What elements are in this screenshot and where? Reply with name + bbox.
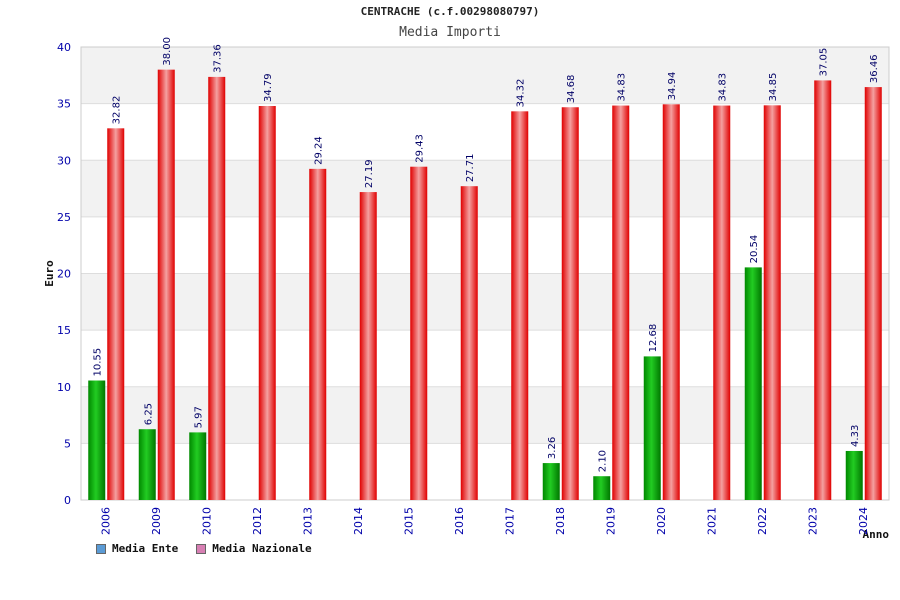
legend-swatch-ente bbox=[96, 543, 106, 554]
bar-media-nazionale bbox=[763, 105, 781, 500]
x-tick-label: 2022 bbox=[756, 507, 769, 535]
data-label: 12.68 bbox=[648, 324, 659, 353]
bar-media-nazionale bbox=[814, 80, 832, 500]
bar-media-nazionale bbox=[359, 192, 377, 501]
bar-media-ente bbox=[138, 429, 156, 500]
x-tick-label: 2015 bbox=[402, 507, 415, 535]
data-label: 36.46 bbox=[869, 54, 880, 83]
y-tick-label: 40 bbox=[57, 41, 71, 54]
y-axis-label: Euro bbox=[43, 260, 56, 287]
bar-media-nazionale bbox=[157, 69, 175, 501]
data-label: 34.79 bbox=[263, 73, 274, 102]
data-label: 37.05 bbox=[819, 48, 830, 77]
data-label: 34.32 bbox=[516, 79, 527, 108]
bar-media-nazionale bbox=[107, 128, 125, 500]
x-tick-label: 2023 bbox=[806, 507, 819, 535]
legend-item-ente: Media Ente bbox=[96, 542, 178, 555]
bar-media-nazionale bbox=[612, 105, 630, 501]
bar-media-nazionale bbox=[713, 105, 731, 501]
x-tick-label: 2006 bbox=[99, 507, 112, 535]
data-label: 29.43 bbox=[415, 134, 426, 163]
bar-media-ente bbox=[643, 356, 661, 500]
data-label: 20.54 bbox=[749, 235, 760, 264]
bar-media-nazionale bbox=[460, 186, 478, 500]
y-tick-label: 20 bbox=[57, 268, 71, 281]
bar-media-ente bbox=[744, 267, 762, 500]
bar-media-ente bbox=[845, 450, 863, 500]
bar-media-ente bbox=[88, 380, 106, 500]
data-label: 27.19 bbox=[364, 159, 375, 188]
data-label: 32.82 bbox=[112, 96, 123, 125]
y-tick-label: 25 bbox=[57, 211, 71, 224]
data-label: 5.97 bbox=[194, 406, 205, 428]
x-tick-label: 2024 bbox=[857, 507, 870, 535]
legend-label-ente: Media Ente bbox=[112, 542, 179, 555]
x-tick-label: 2014 bbox=[352, 507, 365, 535]
data-label: 6.25 bbox=[143, 403, 154, 425]
plot-area bbox=[80, 46, 890, 501]
data-label: 29.24 bbox=[314, 136, 325, 165]
x-tick-label: 2019 bbox=[604, 507, 617, 535]
chart-title: CENTRACHE (c.f.00298080797) bbox=[360, 5, 540, 18]
data-label: 34.94 bbox=[667, 72, 678, 101]
data-label: 34.68 bbox=[566, 75, 577, 104]
x-tick-label: 2009 bbox=[150, 507, 163, 535]
bar-media-ente bbox=[593, 476, 611, 500]
y-tick-label: 5 bbox=[64, 437, 71, 450]
data-label: 38.00 bbox=[162, 37, 173, 66]
legend-item-nazionale: Media Nazionale bbox=[196, 542, 312, 555]
data-label: 37.36 bbox=[213, 44, 224, 73]
y-tick-label: 15 bbox=[57, 324, 71, 337]
x-tick-label: 2021 bbox=[705, 507, 718, 535]
bar-media-ente bbox=[189, 432, 207, 500]
data-label: 34.83 bbox=[718, 73, 729, 102]
bar-media-nazionale bbox=[258, 106, 276, 501]
bar-media-ente bbox=[542, 463, 560, 500]
data-label: 2.10 bbox=[598, 450, 609, 472]
y-tick-label: 30 bbox=[57, 154, 71, 167]
bar-media-nazionale bbox=[561, 107, 579, 501]
bar-media-nazionale bbox=[410, 166, 428, 500]
legend-swatch-nazionale bbox=[196, 543, 207, 554]
x-tick-label: 2012 bbox=[251, 507, 264, 535]
chart-subtitle: Media Importi bbox=[399, 25, 501, 40]
legend-label-nazionale: Media Nazionale bbox=[212, 542, 312, 555]
bar-media-nazionale bbox=[662, 104, 680, 500]
bar-media-nazionale bbox=[864, 87, 882, 500]
x-tick-label: 2017 bbox=[503, 507, 516, 535]
legend: Media Ente Media Nazionale bbox=[96, 542, 312, 555]
x-tick-label: 2013 bbox=[301, 507, 314, 535]
data-label: 10.55 bbox=[93, 348, 104, 377]
x-tick-label: 2010 bbox=[200, 507, 213, 535]
data-label: 34.85 bbox=[768, 73, 779, 102]
bar-media-nazionale bbox=[511, 111, 529, 501]
y-tick-label: 0 bbox=[64, 494, 71, 507]
x-tick-label: 2016 bbox=[453, 507, 466, 535]
data-label: 34.83 bbox=[617, 73, 628, 102]
y-tick-label: 35 bbox=[57, 98, 71, 111]
x-axis-label: Anno bbox=[863, 528, 890, 541]
x-tick-label: 2020 bbox=[655, 507, 668, 535]
data-label: 3.26 bbox=[547, 437, 558, 459]
data-label: 27.71 bbox=[465, 154, 476, 183]
data-label: 4.33 bbox=[850, 425, 861, 447]
y-tick-label: 10 bbox=[57, 381, 71, 394]
bar-media-nazionale bbox=[309, 168, 327, 500]
x-tick-label: 2018 bbox=[554, 507, 567, 535]
bar-media-nazionale bbox=[208, 76, 226, 500]
